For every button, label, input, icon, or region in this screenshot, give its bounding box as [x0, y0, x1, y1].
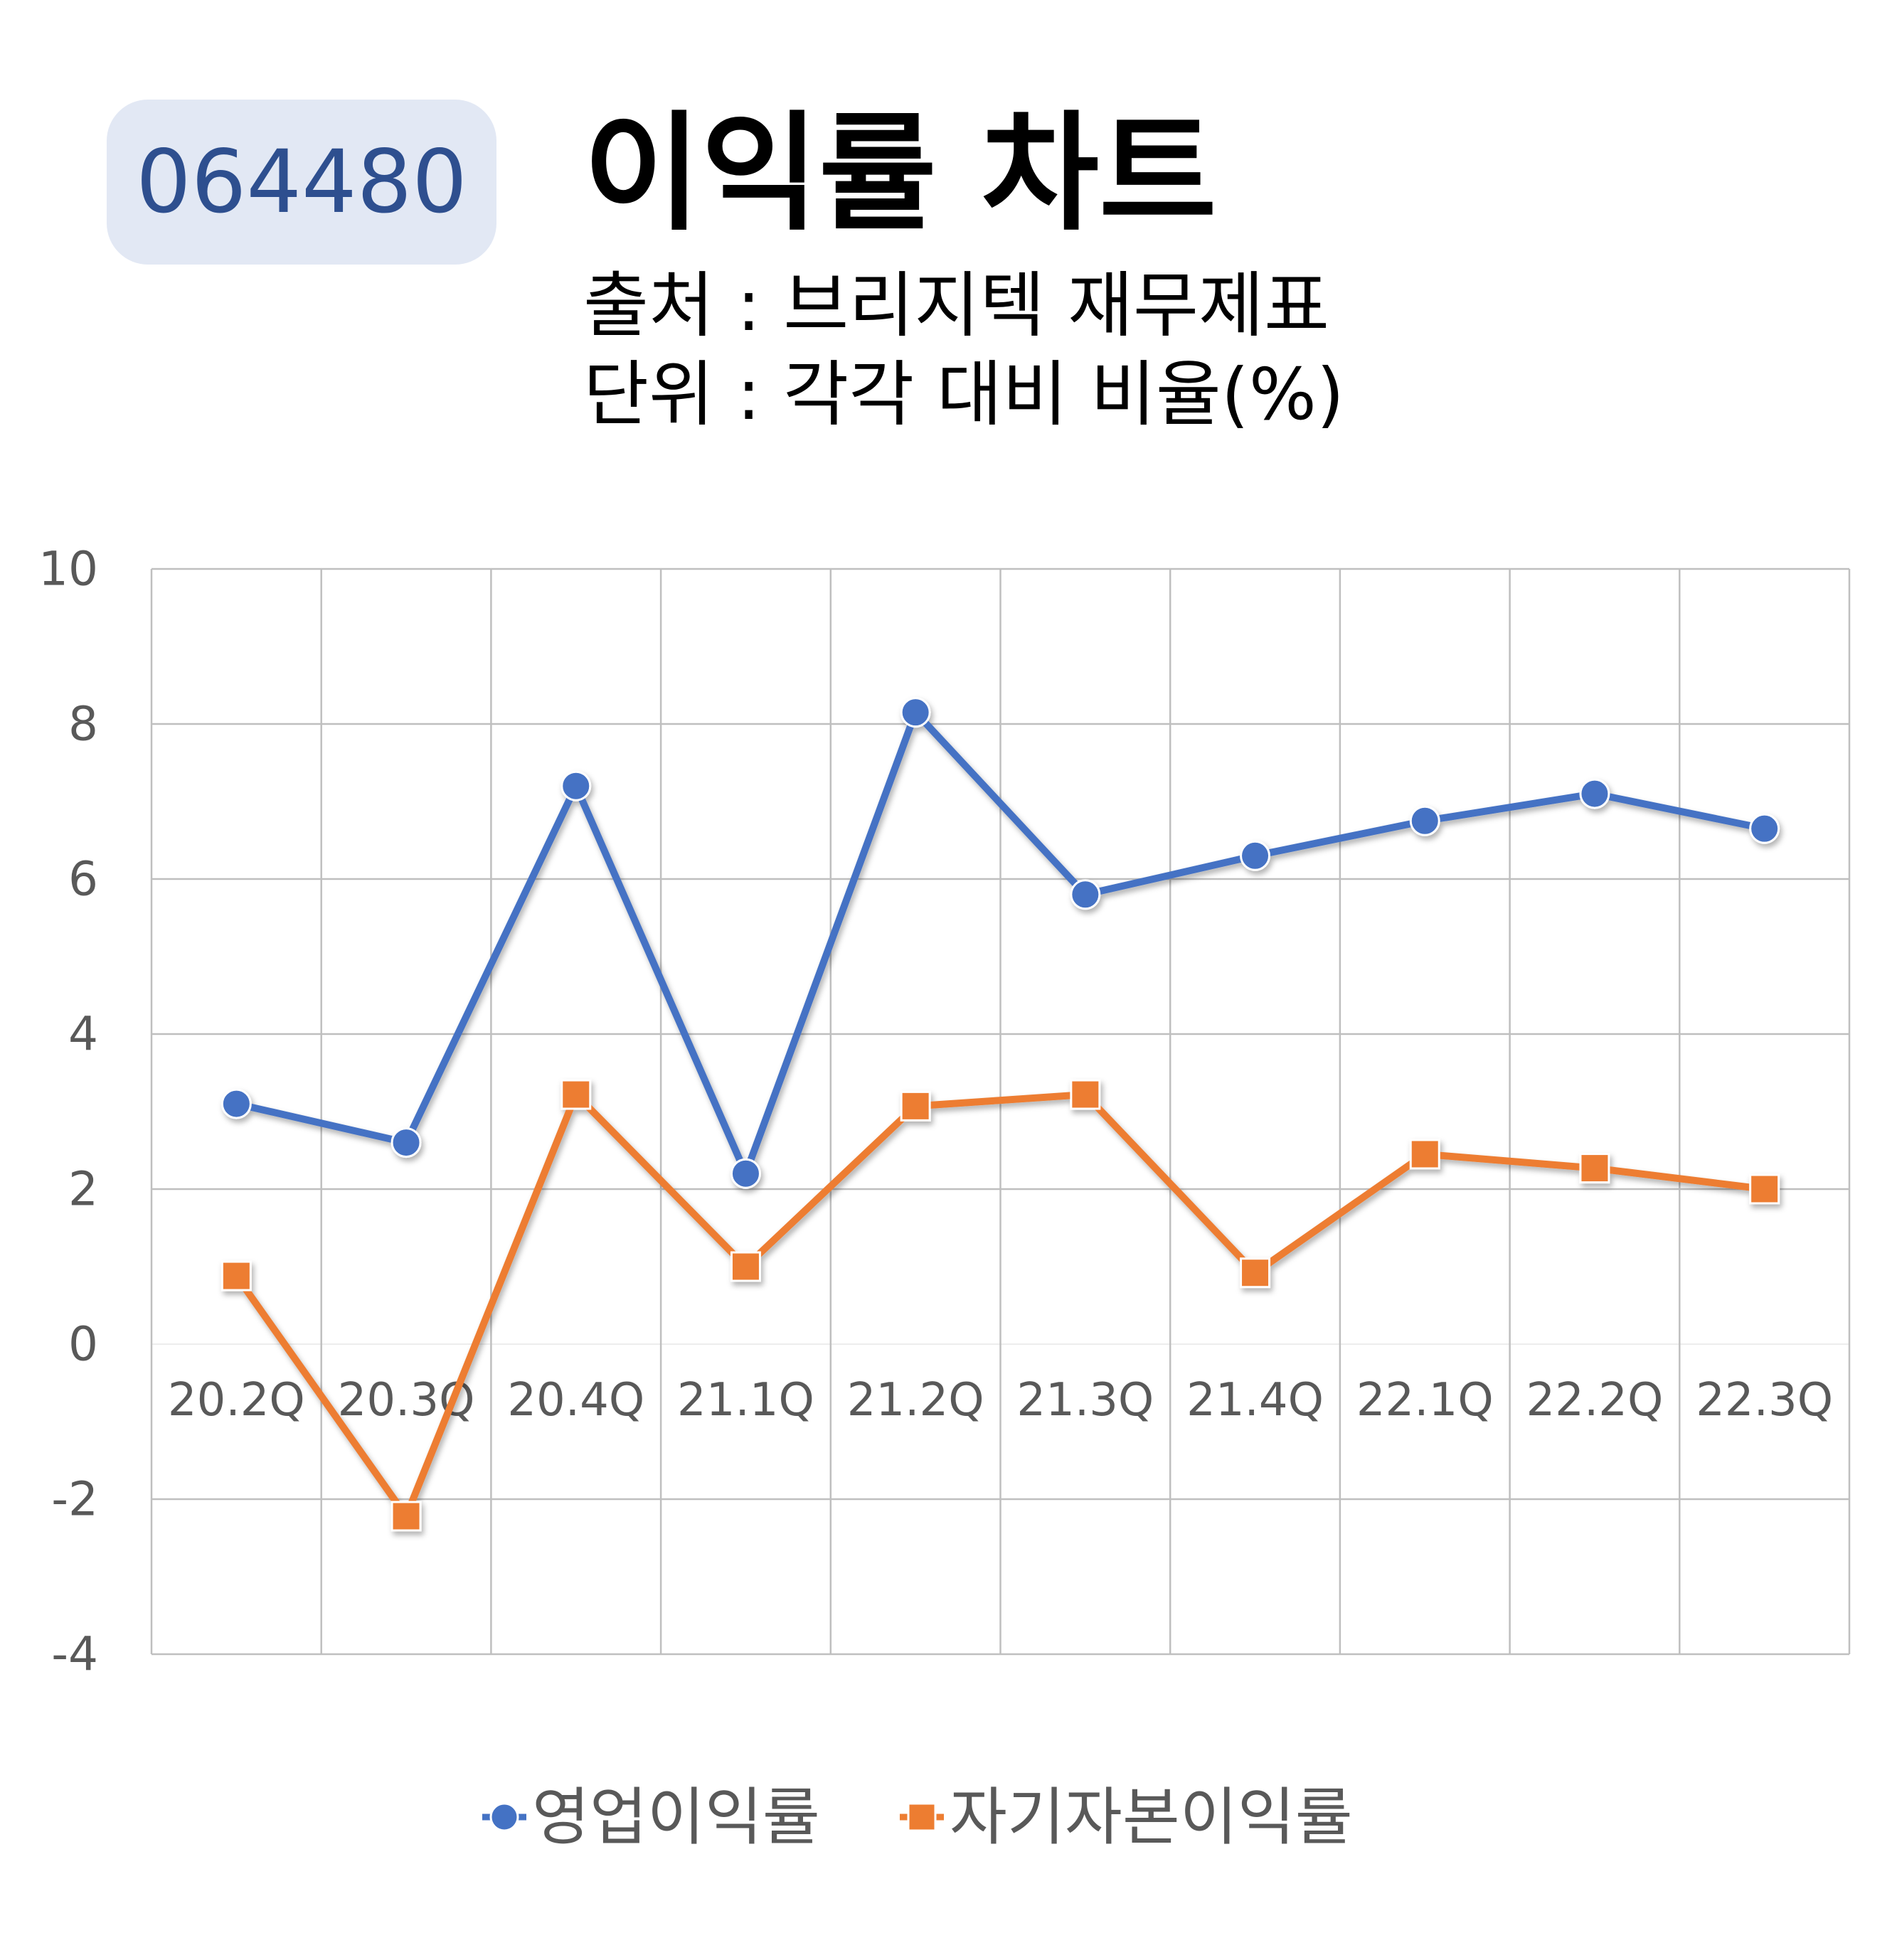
x-tick-label: 22.1Q	[1356, 1374, 1494, 1427]
y-tick-label: -2	[51, 1472, 98, 1527]
chart-title: 이익률 차트	[583, 100, 1217, 248]
series-line	[233, 1091, 1768, 1520]
x-tick-label: 21.3Q	[1016, 1374, 1154, 1427]
data-point	[730, 1251, 761, 1282]
x-tick-label: 22.3Q	[1696, 1374, 1833, 1427]
x-tick-label: 22.2Q	[1526, 1374, 1664, 1427]
legend-marker	[489, 1802, 519, 1832]
data-point	[900, 697, 931, 728]
data-point	[1409, 1139, 1440, 1170]
legend-label: 자기자본이익률	[950, 1781, 1353, 1854]
data-point	[1070, 1079, 1101, 1110]
data-point	[1240, 840, 1271, 871]
data-point	[560, 770, 592, 801]
y-tick-label: 6	[68, 852, 98, 907]
series-1	[220, 697, 1780, 1189]
x-tick-label: 20.2Q	[168, 1374, 305, 1427]
data-point	[390, 1127, 422, 1159]
y-tick-label: 0	[68, 1317, 98, 1372]
x-tick-label: 21.4Q	[1186, 1374, 1324, 1427]
y-tick-label: 10	[38, 542, 98, 597]
legend-marker	[907, 1802, 937, 1832]
x-tick-label: 21.1Q	[677, 1374, 814, 1427]
source-text: 출처 : 브리지텍 재무제표	[583, 264, 1330, 347]
data-point	[390, 1501, 422, 1532]
y-tick-label: 2	[68, 1162, 98, 1217]
data-point	[1070, 879, 1101, 910]
legend-label: 영업이익률	[532, 1781, 820, 1854]
y-tick-label: 8	[68, 697, 98, 752]
y-tick-label: -4	[51, 1627, 98, 1682]
data-point	[1579, 778, 1610, 809]
unit-text: 단위 : 각각 대비 비율(%)	[583, 353, 1344, 436]
data-point	[900, 1090, 931, 1122]
x-tick-label: 21.2Q	[847, 1374, 984, 1427]
series-2	[220, 1079, 1780, 1532]
data-point	[560, 1079, 592, 1110]
data-point	[1749, 1173, 1780, 1205]
data-point	[220, 1260, 252, 1291]
data-point	[730, 1158, 761, 1189]
data-point	[1240, 1257, 1271, 1289]
data-point	[220, 1088, 252, 1119]
data-point	[1749, 813, 1780, 844]
data-point	[1579, 1153, 1610, 1184]
series-line	[233, 708, 1768, 1178]
data-point	[1409, 805, 1440, 836]
stock-code: 064480	[136, 132, 467, 233]
stock-code-badge: 064480	[107, 100, 496, 265]
x-tick-label: 20.4Q	[507, 1374, 644, 1427]
y-tick-label: 4	[68, 1007, 98, 1062]
